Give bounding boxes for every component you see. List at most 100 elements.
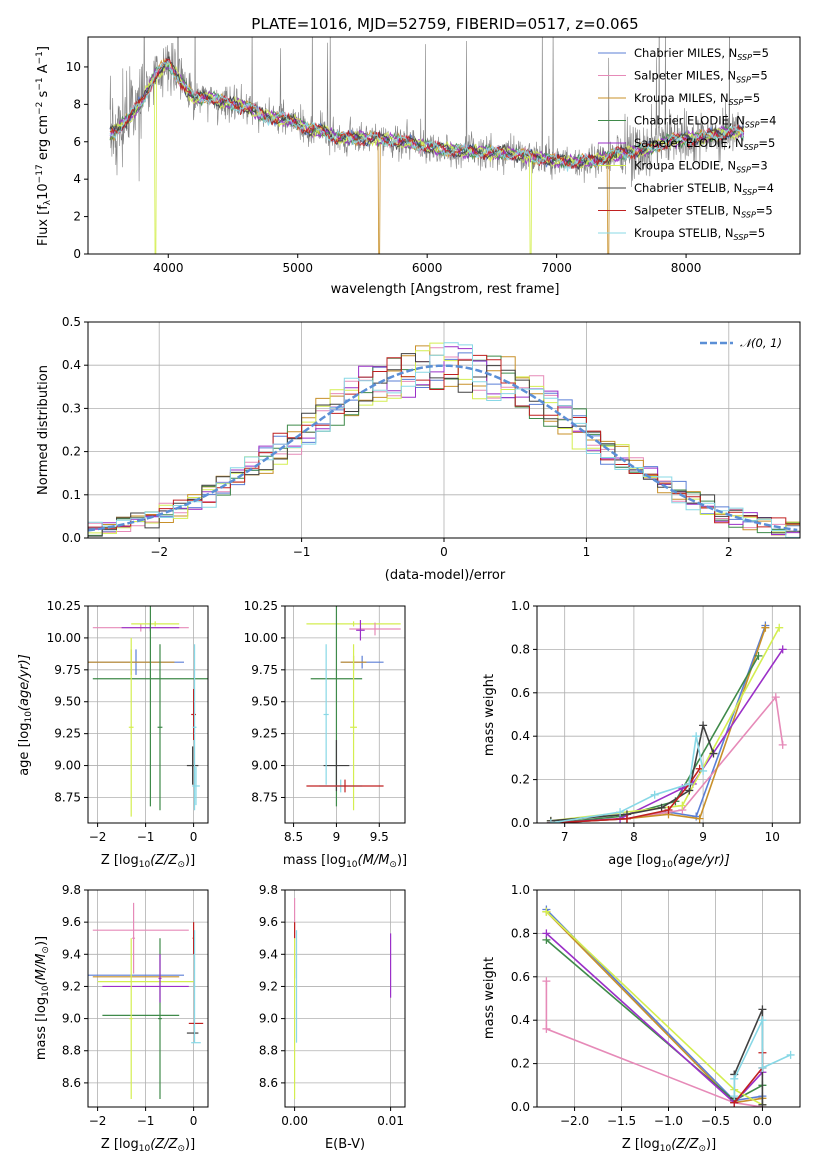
residuals-xtick-label: −2 <box>150 545 168 559</box>
age-vs-Z-ytick-label: 9.25 <box>54 727 81 741</box>
weight-vs-Z-axes: −2.0 −1.5 −1.0 −0.5 0.0 0.0 0.2 0.4 0.6 0.8 1.0 <box>511 883 801 1128</box>
legend-name: Kroupa STELIB, N <box>634 226 734 240</box>
weight-marker <box>650 790 659 799</box>
legend-name: Salpeter MILES, N <box>634 69 736 83</box>
legend-nssp: =4 <box>760 114 777 128</box>
weight-marker <box>730 1074 739 1083</box>
age-vs-Z-ytick-label: 9.75 <box>54 663 81 677</box>
spectrum-xtick-label: 4000 <box>153 261 184 275</box>
legend-entry: Kroupa STELIB, NSSP=5 <box>634 226 765 242</box>
legend-nssp: =5 <box>751 69 768 83</box>
age-vs-mass-ytick-label: 8.75 <box>251 790 278 804</box>
weight-line <box>733 1009 764 1105</box>
errorbar-kroupa-elodie <box>129 938 134 1099</box>
weight-vs-age-xtick-label: 8 <box>630 830 638 844</box>
age-vs-mass-axes: 8.5 9 9.5 8.75 9.00 9.25 9.50 9.75 10.00 10.25 <box>244 599 406 844</box>
weight-vs-age-axes: 7 8 9 10 0.0 0.2 0.4 0.6 0.8 1.0 <box>511 599 801 844</box>
age-vs-Z-ylabel: age [log10(age/yr)] <box>17 654 34 776</box>
age-vs-Z-frame <box>87 605 209 824</box>
errorbar-salpeter-miles <box>132 902 136 974</box>
spectrum-ylabel: Flux [fλ10−17 erg cm−2 s−1 A−1] <box>35 46 53 246</box>
weight-vs-age-xtick-label: 7 <box>561 830 569 844</box>
weight-marker <box>730 1092 739 1101</box>
spectrum-axes: 4000 5000 6000 7000 8000 0 2 4 6 8 10 <box>66 36 801 275</box>
legend-nssp: =4 <box>757 181 774 195</box>
legend-entry: Salpeter STELIB, NSSP=5 <box>634 204 773 220</box>
weight-vs-age-ytick-label: 0.0 <box>511 816 530 830</box>
weight-marker <box>664 805 673 814</box>
residuals-ytick-label: 0.2 <box>62 445 81 459</box>
errorbar-kroupa-elodie <box>128 637 134 817</box>
mass-vs-EBV-xtick-label: 0.01 <box>377 1114 404 1128</box>
age-vs-mass-ytick-label: 10.00 <box>244 631 278 645</box>
weight-line <box>545 911 763 1106</box>
errorbar-chabrier-elodie <box>157 644 163 811</box>
legend-sub: SSP <box>736 76 751 85</box>
weight-marker <box>709 749 718 758</box>
legend-nssp: =3 <box>751 159 768 173</box>
weight-vs-Z-ytick-label: 0.6 <box>511 970 530 984</box>
weight-vs-Z-ytick-label: 0.8 <box>511 926 530 940</box>
weight-series-kroupa-elodie <box>546 623 784 823</box>
weight-marker <box>699 721 708 730</box>
errorbar-salpeter-miles <box>349 622 401 636</box>
residuals-xtick-label: 1 <box>583 545 591 559</box>
weight-series-chabrier-miles <box>546 621 770 823</box>
model-spectrum-salpeter-elodie <box>109 65 745 169</box>
legend-entry: Salpeter ELODIE, NSSP=5 <box>634 136 775 152</box>
weight-marker <box>692 732 701 741</box>
legend-entry: Kroupa ELODIE, NSSP=3 <box>634 159 768 175</box>
mass-vs-EBV-ytick-label: 9.6 <box>259 915 278 929</box>
weight-vs-age-ytick-label: 0.4 <box>511 729 530 743</box>
weight-marker <box>695 814 704 823</box>
errorbar-chabrier-stelib <box>323 740 350 792</box>
mass-vs-ebv-xlabel: E(B-V) <box>325 1137 365 1152</box>
weight-marker <box>771 693 780 702</box>
errorbar-kroupa-elodie <box>131 621 180 627</box>
age-vs-Z-ytick-label: 9.50 <box>54 695 81 709</box>
mass-vs-Z-ytick-label: 9.6 <box>62 915 81 929</box>
legend-entry: Chabrier ELODIE, NSSP=4 <box>634 114 776 130</box>
weight-marker <box>778 645 787 654</box>
errorbar-salpeter-stelib <box>306 779 384 793</box>
legend-sub: SSP <box>729 98 744 107</box>
age-vs-Z-ytick-label: 10.00 <box>47 631 81 645</box>
legend-sub: SSP <box>745 121 760 130</box>
mass-vs-Z-plot-area <box>88 902 204 1099</box>
age-vs-Z-ytick-label: 9.00 <box>54 759 81 773</box>
mass-vs-Z-xlabel: Z [log10(Z/Z⊙)] <box>101 1137 195 1154</box>
legend-sub: SSP <box>744 143 759 152</box>
mass-vs-Z-ytick-label: 9.8 <box>62 883 81 897</box>
age-vs-mass-xtick-label: 9 <box>333 830 341 844</box>
mass-vs-EBV-ytick-label: 8.6 <box>259 1076 278 1090</box>
mass-vs-Z-xtick-label: 0 <box>190 1114 198 1128</box>
legend-entry: Kroupa MILES, NSSP=5 <box>634 91 760 107</box>
weight-series-kroupa-stelib <box>730 1016 795 1101</box>
age-vs-Z-xtick-label: 0 <box>190 830 198 844</box>
residuals-axes: −2 −1 0 1 2 0.0 0.1 0.2 0.3 0.4 0.5 <box>62 315 801 559</box>
weight-vs-Z-xtick-label: −2.0 <box>560 1114 589 1128</box>
residual-histogram-kroupa-stelib <box>88 342 800 538</box>
errorbar-kroupa-stelib <box>193 930 196 1043</box>
errorbar-chabrier-elodie <box>92 606 208 807</box>
spectrum-xtick-label: 5000 <box>282 261 313 275</box>
age-vs-mass-ytick-label: 10.25 <box>244 599 278 613</box>
errorbar-kroupa-elodie <box>350 644 357 811</box>
weight-vs-age-ytick-label: 0.2 <box>511 773 530 787</box>
mass-vs-EBV-ytick-label: 9.0 <box>259 1012 278 1026</box>
weight-line <box>545 981 763 1107</box>
mass-vs-Z-ytick-label: 8.8 <box>62 1044 81 1058</box>
weight-vs-Z-ytick-label: 0.4 <box>511 1013 530 1027</box>
spectrum-ytick-label: 10 <box>66 60 81 74</box>
weight-marker <box>542 977 551 986</box>
weight-vs-Z-xtick-label: 0.0 <box>753 1114 772 1128</box>
weight-series-salpeter-stelib <box>546 764 704 823</box>
weight-vs-age-xlabel: age [log10(age/yr)] <box>608 853 730 870</box>
legend-sub: SSP <box>734 233 749 242</box>
mass-vs-EBV-xtick-label: 0.00 <box>281 1114 308 1128</box>
legend-name: Salpeter ELODIE, N <box>634 136 744 150</box>
errorbar-kroupa-stelib <box>323 644 329 785</box>
normal-legend-label: 𝒩(0, 1) <box>740 336 782 350</box>
errorbar-kroupa-elodie <box>306 621 401 627</box>
weight-marker <box>786 1050 795 1059</box>
